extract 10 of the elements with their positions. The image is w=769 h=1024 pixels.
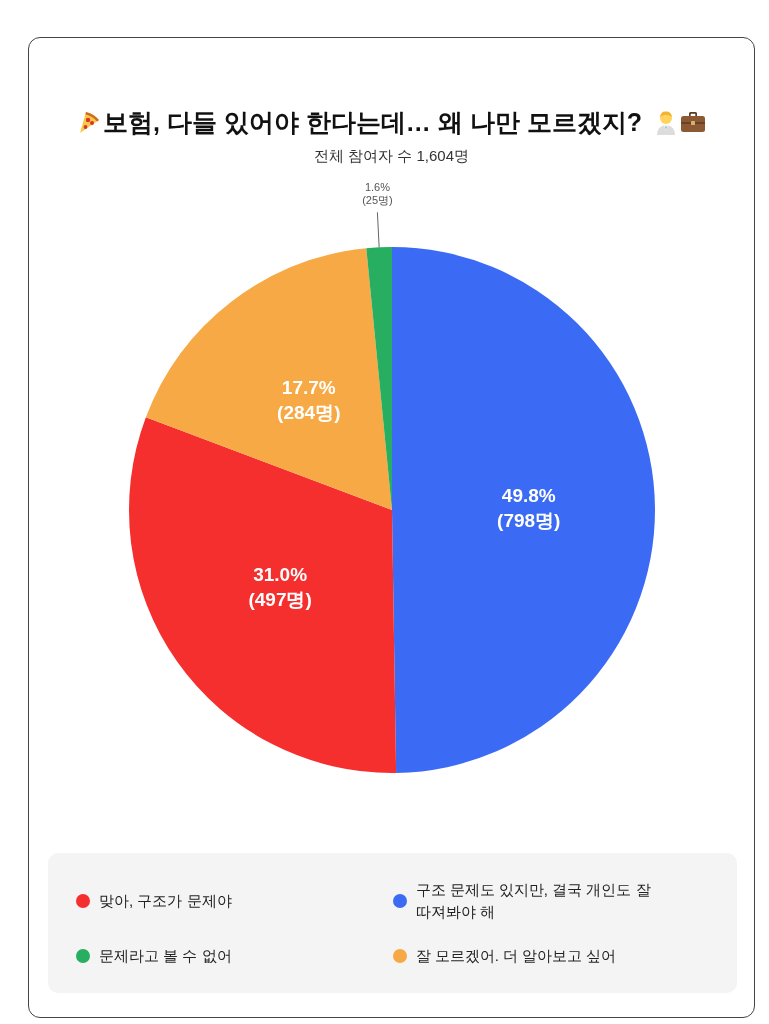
chart-subtitle: 전체 참여자 수 1,604명: [312, 146, 470, 166]
data-label: 17.7% (284명): [277, 377, 341, 424]
legend-label: 문제라고 볼 수 없어: [99, 946, 232, 966]
chart-title: 보험, 다들 있어야 한다는데… 왜 나만 모르겠지?: [103, 107, 642, 138]
data-label: 49.8% (798명): [497, 484, 561, 531]
data-label: 1.6% (25명): [362, 180, 393, 206]
legend-label: 맞아, 구조가 문제야: [99, 891, 232, 911]
legend-label: 구조 문제도 있지만, 결국 개인도 잘 따져봐야 해: [415, 880, 652, 922]
legend-label: 잘 모르겠어. 더 알아보고 싶어: [415, 946, 617, 966]
data-label: 31.0% (497명): [248, 564, 312, 611]
